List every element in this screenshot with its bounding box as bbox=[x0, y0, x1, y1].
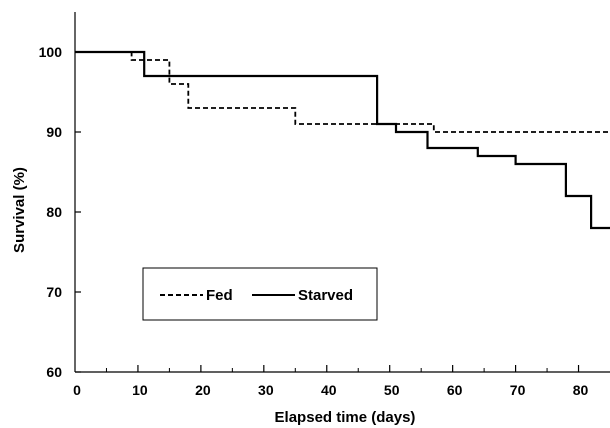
x-axis-ticks: 0 10 20 30 40 50 60 70 80 bbox=[73, 365, 589, 398]
x-tick-label: 80 bbox=[573, 382, 589, 398]
x-axis-title: Elapsed time (days) bbox=[275, 409, 416, 426]
plot-frame bbox=[74, 12, 610, 373]
series-line-starved bbox=[75, 50, 610, 230]
x-tick-label: 0 bbox=[73, 382, 81, 398]
y-tick-label: 80 bbox=[46, 204, 62, 220]
x-tick-label: 10 bbox=[132, 382, 148, 398]
y-tick-label: 70 bbox=[46, 284, 62, 300]
y-axis-title: Survival (%) bbox=[11, 167, 28, 253]
legend-label-fed: Fed bbox=[206, 287, 233, 304]
x-tick-label: 50 bbox=[384, 382, 400, 398]
x-tick-label: 20 bbox=[195, 382, 211, 398]
x-tick-label: 30 bbox=[258, 382, 274, 398]
legend-label-starved: Starved bbox=[298, 287, 353, 304]
y-tick-label: 60 bbox=[46, 364, 62, 380]
y-tick-label: 90 bbox=[46, 124, 62, 140]
x-tick-label: 70 bbox=[510, 382, 526, 398]
x-tick-label: 40 bbox=[321, 382, 337, 398]
y-tick-label: 100 bbox=[39, 44, 63, 60]
y-axis-ticks: 60 70 80 90 100 bbox=[39, 44, 81, 380]
x-tick-label: 60 bbox=[447, 382, 463, 398]
legend: Fed Starved bbox=[142, 267, 378, 321]
series-line-fed bbox=[75, 51, 610, 133]
series-layer bbox=[75, 50, 610, 230]
